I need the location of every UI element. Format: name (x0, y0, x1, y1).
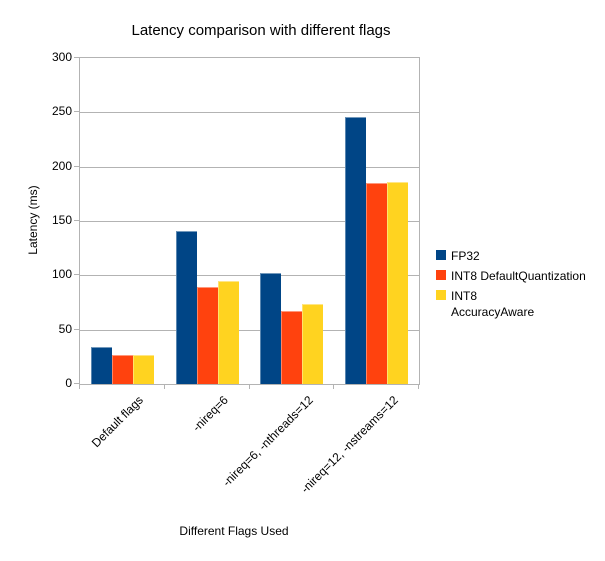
bar-int8-defaultquantization-1 (197, 287, 218, 384)
bar-int8-accuracyaware-3 (387, 182, 408, 384)
legend-item-2: INT8 AccuracyAware (436, 288, 586, 320)
bar-fp32-0 (91, 347, 112, 384)
y-tick-label-0: 0 (65, 376, 72, 390)
y-tick-mark-100 (74, 274, 79, 275)
legend-swatch-2 (436, 290, 446, 300)
legend-swatch-1 (436, 270, 446, 280)
x-tick-mark-1 (164, 385, 165, 389)
gridline-250 (80, 112, 419, 113)
legend: FP32 INT8 DefaultQuantization INT8 Accurac… (436, 248, 586, 320)
y-tick-label-100: 100 (51, 267, 72, 281)
chart-title: Latency comparison with different flags (131, 22, 391, 39)
gridline-200 (80, 167, 419, 168)
bar-fp32-1 (176, 231, 197, 384)
legend-label-1: INT8 DefaultQuantization (451, 269, 586, 283)
y-tick-label-300: 300 (51, 50, 72, 64)
y-tick-label-50: 50 (58, 322, 72, 336)
x-axis-title: Different Flags Used (179, 524, 289, 538)
x-tick-mark-0 (79, 385, 80, 389)
bar-fp32-3 (345, 117, 366, 384)
bar-fp32-2 (260, 273, 281, 384)
y-tick-label-250: 250 (51, 104, 72, 118)
y-tick-mark-250 (74, 111, 79, 112)
legend-item-1: INT8 DefaultQuantization (436, 268, 586, 284)
gridline-100 (80, 275, 419, 276)
y-tick-mark-300 (74, 57, 79, 58)
y-tick-label-200: 200 (51, 159, 72, 173)
y-tick-mark-0 (74, 383, 79, 384)
legend-label-0: FP32 (451, 249, 480, 263)
bar-int8-accuracyaware-2 (302, 304, 323, 384)
legend-item-0: FP32 (436, 248, 586, 264)
bar-int8-accuracyaware-0 (133, 355, 154, 384)
gridline-150 (80, 221, 419, 222)
y-tick-label-150: 150 (51, 213, 72, 227)
plot-area (79, 57, 420, 385)
y-tick-mark-150 (74, 220, 79, 221)
bar-int8-defaultquantization-3 (366, 183, 387, 384)
gridline-50 (80, 330, 419, 331)
legend-label-2: INT8 AccuracyAware (451, 289, 535, 319)
legend-swatch-0 (436, 250, 446, 260)
bar-int8-defaultquantization-2 (281, 311, 302, 384)
x-tick-mark-4 (418, 385, 419, 389)
bar-int8-accuracyaware-1 (218, 281, 239, 384)
x-tick-mark-2 (249, 385, 250, 389)
x-tick-mark-3 (333, 385, 334, 389)
y-tick-mark-50 (74, 329, 79, 330)
bar-int8-defaultquantization-0 (112, 355, 133, 384)
y-tick-mark-200 (74, 166, 79, 167)
